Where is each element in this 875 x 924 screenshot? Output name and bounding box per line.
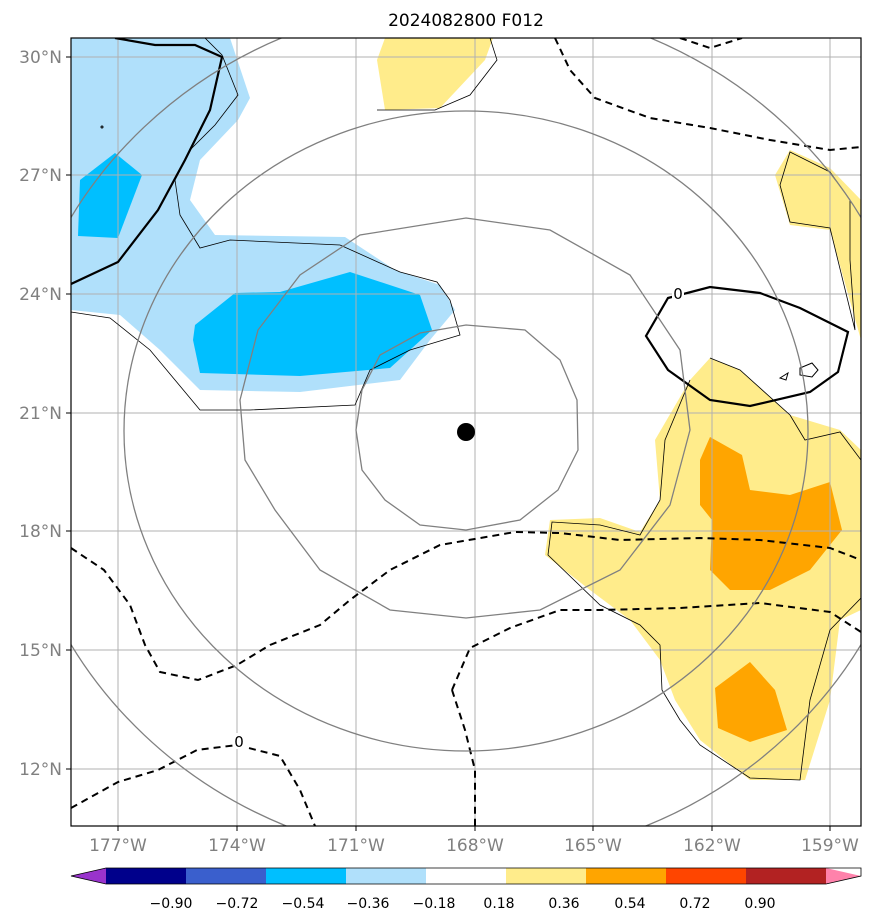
light-yellow-shading	[377, 38, 861, 780]
colorbar-tick: −0.36	[347, 896, 390, 912]
latitude-labels: 30°N 27°N 24°N 21°N 18°N 15°N 12°N	[19, 48, 62, 780]
islands	[100, 125, 819, 381]
range-rings	[71, 38, 861, 826]
colorbar-segment	[586, 868, 667, 884]
contour-labels: 0 0	[233, 285, 684, 751]
lat-label: 12°N	[19, 760, 62, 780]
colorbar-tick: 0.72	[679, 896, 710, 912]
map-title: 2024082800 F012	[388, 11, 544, 31]
zero-contour-solid	[71, 38, 850, 408]
colorbar-tick: −0.54	[282, 896, 325, 912]
lat-label: 15°N	[19, 641, 62, 661]
colorbar-segment	[506, 868, 587, 884]
lon-label: 162°W	[683, 836, 741, 856]
colorbar-tick: 0.90	[744, 896, 775, 912]
colorbar-segments	[71, 868, 861, 884]
colorbar-tick: −0.90	[150, 896, 193, 912]
colorbar-segment	[666, 868, 747, 884]
colorbar-segment	[826, 868, 861, 884]
lon-label: 159°W	[801, 836, 859, 856]
colorbar-tick: 0.36	[548, 896, 579, 912]
tick-marks	[66, 56, 831, 831]
dashed-contours	[71, 38, 861, 826]
colorbar-ticks: −0.90 −0.72 −0.54 −0.36 −0.18 0.18 0.36 …	[150, 896, 776, 912]
colorbar-tick: −0.18	[413, 896, 456, 912]
colorbar-frame	[70, 867, 862, 885]
colorbar-tick: 0.18	[483, 896, 514, 912]
map-frame	[70, 37, 862, 827]
colorbar-segment	[106, 868, 187, 884]
colorbar-segment	[746, 868, 827, 884]
map-area: 0 0	[71, 38, 861, 826]
colorbar-segment	[426, 868, 507, 884]
colorbar: −0.90 −0.72 −0.54 −0.36 −0.18 0.18 0.36 …	[70, 867, 862, 912]
colorbar-tick: −0.72	[216, 896, 259, 912]
colorbar-segment	[266, 868, 347, 884]
colorbar-segment	[186, 868, 267, 884]
lon-label: 177°W	[89, 836, 147, 856]
svg-text:0: 0	[234, 733, 244, 751]
lat-label: 30°N	[19, 48, 62, 68]
longitude-labels: 177°W 174°W 171°W 168°W 165°W 162°W 159°…	[89, 836, 859, 856]
lon-label: 168°W	[446, 836, 504, 856]
lon-label: 174°W	[208, 836, 266, 856]
colorbar-tick: 0.54	[614, 896, 645, 912]
orange-shading	[700, 437, 842, 742]
colorbar-segment	[71, 868, 106, 884]
lon-label: 171°W	[327, 836, 385, 856]
colorbar-segment	[346, 868, 427, 884]
lat-label: 18°N	[19, 522, 62, 542]
lat-label: 27°N	[19, 166, 62, 186]
svg-text:0: 0	[673, 285, 683, 303]
storm-center-marker	[457, 423, 475, 441]
lat-label: 21°N	[19, 404, 62, 424]
lon-label: 165°W	[564, 836, 622, 856]
lat-label: 24°N	[19, 285, 62, 305]
